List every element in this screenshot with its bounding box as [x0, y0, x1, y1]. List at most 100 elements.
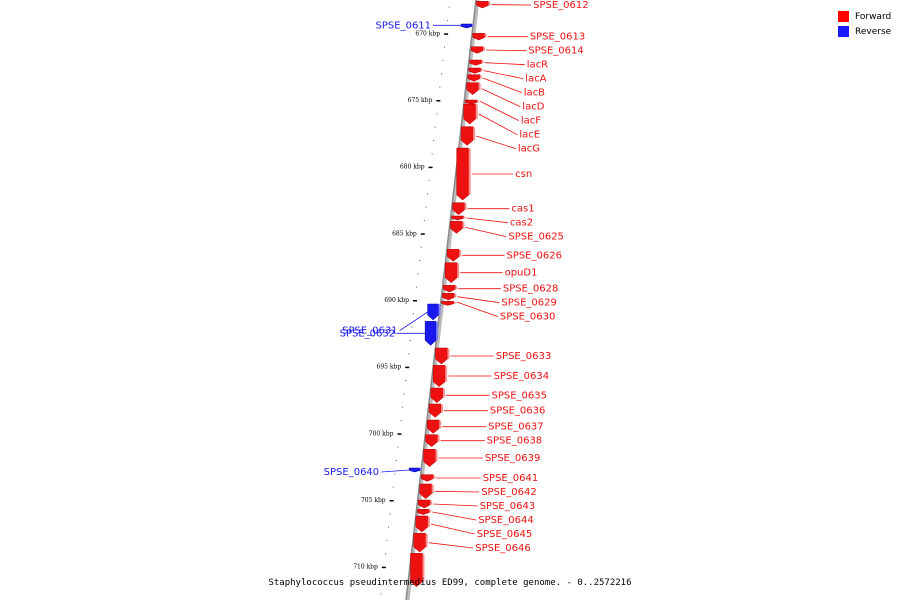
gene-lacA[interactable]: [468, 67, 482, 74]
gene-bevel-cas1: [464, 202, 467, 210]
gene-SPSE_0642[interactable]: [419, 483, 432, 499]
gene-cas2[interactable]: [451, 215, 464, 221]
legend-forward: Forward: [838, 9, 891, 24]
gene-label-SPSE_0613[interactable]: SPSE_0613: [530, 32, 586, 43]
tick-mark-670: [444, 33, 449, 35]
gene-SPSE_0644[interactable]: [417, 509, 430, 515]
gene-SPSE_0633[interactable]: [435, 347, 448, 365]
tick-dot-687: [419, 260, 421, 261]
gene-label-SPSE_0645[interactable]: SPSE_0645: [477, 529, 532, 540]
gene-SPSE_0647[interactable]: [410, 553, 423, 587]
gene-bevel-SPSE_0647: [422, 553, 425, 582]
genes: SPSE_0611 SPSE_0612 SPSE_0613 SPSE_0614 lacR…: [324, 0, 589, 587]
gene-label-SPSE_0636[interactable]: SPSE_0636: [490, 406, 546, 417]
gene-label-SPSE_0634[interactable]: SPSE_0634: [494, 371, 550, 382]
gene-label-SPSE_0643[interactable]: SPSE_0643: [480, 501, 536, 512]
gene-label-SPSE_0646[interactable]: SPSE_0646: [475, 543, 531, 554]
gene-label-SPSE_0611[interactable]: SPSE_0611: [376, 20, 432, 31]
tick-label-695: 695 kbp: [377, 364, 402, 371]
gene-SPSE_0631[interactable]: [427, 303, 439, 321]
gene-SPSE_0635[interactable]: [430, 387, 444, 403]
gene-SPSE_0611[interactable]: [460, 23, 473, 29]
gene-bevel-cas2: [463, 216, 466, 219]
gene-label-SPSE_0644[interactable]: SPSE_0644: [478, 515, 534, 526]
gene-label-cas1[interactable]: cas1: [511, 204, 534, 215]
label-leader-SPSE_0645: [430, 523, 475, 535]
gene-SPSE_0625[interactable]: [450, 221, 463, 234]
tick-mark-700: [397, 433, 402, 435]
gene-SPSE_0641[interactable]: [420, 474, 434, 482]
gene-label-cas2[interactable]: cas2: [510, 218, 533, 229]
tick-dot-684: [423, 220, 425, 221]
gene-label-lacD[interactable]: lacD: [522, 102, 544, 113]
gene-label-csn[interactable]: csn: [515, 169, 532, 180]
gene-SPSE_0643[interactable]: [417, 499, 431, 509]
tick-dot-674: [439, 86, 441, 88]
tick-dot-668: [448, 6, 450, 8]
gene-csn[interactable]: [456, 147, 469, 201]
gene-lacD[interactable]: [466, 82, 479, 95]
gene-SPSE_0639[interactable]: [423, 449, 436, 467]
gene-label-lacB[interactable]: lacB: [524, 88, 545, 99]
gene-SPSE_0630[interactable]: [441, 301, 455, 306]
gene-opuD1[interactable]: [444, 262, 458, 283]
gene-bevel-SPSE_0630: [453, 301, 456, 304]
tick-mark-680: [428, 166, 433, 169]
gene-label-SPSE_0625[interactable]: SPSE_0625: [508, 232, 564, 243]
gene-label-SPSE_0626[interactable]: SPSE_0626: [506, 250, 562, 261]
gene-label-opuD1[interactable]: opuD1: [505, 268, 538, 279]
tick-label-700: 700 kbp: [369, 430, 394, 437]
gene-label-SPSE_0639[interactable]: SPSE_0639: [485, 453, 541, 464]
gene-SPSE_0640[interactable]: [408, 467, 421, 473]
gene-SPSE_0629[interactable]: [442, 293, 455, 301]
gene-SPSE_0612[interactable]: [476, 1, 489, 9]
gene-label-lacA[interactable]: lacA: [525, 74, 546, 85]
gene-SPSE_0613[interactable]: [472, 33, 485, 41]
gene-SPSE_0634[interactable]: [432, 365, 446, 387]
tick-mark-685: [420, 233, 425, 235]
gene-bevel-lacE: [475, 104, 478, 119]
gene-label-lacR[interactable]: lacR: [527, 60, 548, 71]
gene-SPSE_0626[interactable]: [446, 249, 460, 262]
gene-label-SPSE_0640[interactable]: SPSE_0640: [324, 467, 380, 478]
gene-lacE[interactable]: [463, 103, 476, 125]
gene-lacB[interactable]: [467, 74, 481, 82]
gene-cas1[interactable]: [452, 202, 465, 215]
gene-label-SPSE_0642[interactable]: SPSE_0642: [481, 487, 537, 498]
gene-lacG[interactable]: [460, 126, 474, 146]
gene-label-SPSE_0633[interactable]: SPSE_0633: [496, 351, 552, 362]
gene-SPSE_0637[interactable]: [426, 419, 440, 434]
gene-SPSE_0614[interactable]: [470, 46, 484, 54]
gene-bevel-opuD1: [457, 262, 460, 278]
label-leader-SPSE_0629: [457, 296, 500, 304]
gene-SPSE_0646[interactable]: [413, 533, 426, 553]
label-leader-lacB: [482, 77, 522, 94]
gene-label-lacE[interactable]: lacE: [519, 130, 540, 141]
gene-SPSE_0645[interactable]: [415, 515, 429, 533]
gene-SPSE_0628[interactable]: [443, 285, 456, 293]
gene-label-SPSE_0612[interactable]: SPSE_0612: [533, 0, 589, 11]
gene-bevel-SPSE_0644: [429, 509, 432, 513]
gene-label-SPSE_0637[interactable]: SPSE_0637: [488, 422, 544, 433]
gene-SPSE_0638[interactable]: [425, 434, 438, 447]
gene-label-SPSE_0628[interactable]: SPSE_0628: [503, 284, 559, 295]
tick-dot-688: [417, 273, 419, 275]
gene-label-SPSE_0635[interactable]: SPSE_0635: [492, 390, 548, 401]
gene-lacF[interactable]: [464, 99, 478, 105]
gene-label-lacG[interactable]: lacG: [518, 144, 540, 155]
gene-label-SPSE_0614[interactable]: SPSE_0614: [528, 46, 584, 57]
gene-label-SPSE_0632[interactable]: SPSE_0632: [340, 328, 396, 339]
genome-axis: [405, 0, 477, 600]
gene-bevel-SPSE_0613: [484, 33, 487, 38]
gene-lacR[interactable]: [469, 59, 482, 66]
gene-SPSE_0632[interactable]: [424, 321, 437, 346]
tick-label-675: 675 kbp: [408, 97, 433, 104]
gene-label-SPSE_0641[interactable]: SPSE_0641: [483, 473, 539, 484]
gene-label-SPSE_0638[interactable]: SPSE_0638: [487, 436, 542, 447]
gene-label-lacF[interactable]: lacF: [521, 116, 541, 127]
gene-label-SPSE_0631[interactable]: SPSE_0631: [342, 326, 398, 337]
label-leader-lacE: [478, 113, 518, 136]
gene-label-SPSE_0630[interactable]: SPSE_0630: [500, 312, 556, 323]
gene-label-SPSE_0629[interactable]: SPSE_0629: [501, 298, 557, 309]
gene-SPSE_0636[interactable]: [428, 403, 442, 418]
